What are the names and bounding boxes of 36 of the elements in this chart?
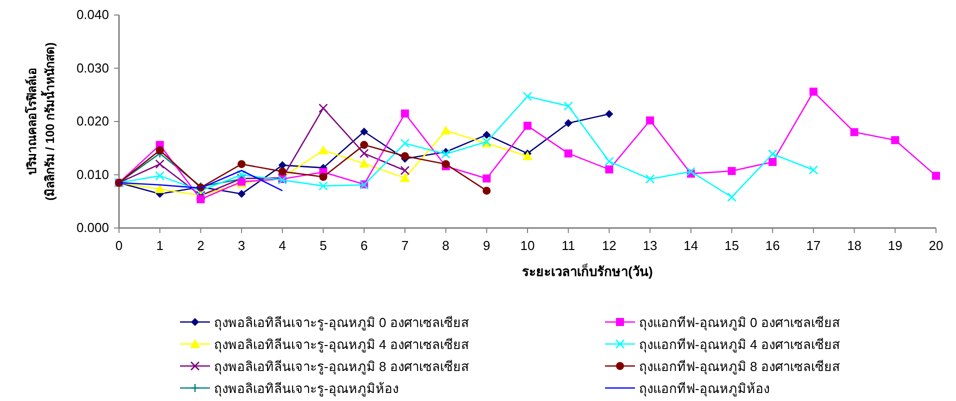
x-tick-label: 6 [360, 238, 368, 253]
x-tick-label: 5 [320, 238, 327, 253]
legend-label: ถุงพอลิเอทิลีนเจาะรู-อุณหภูมิ 0 องศาเซลเซียส [214, 315, 469, 331]
legend-label: ถุงพอลิเอทิลีนเจาะรู-อุณหภูมิ 4 องศาเซลเซียส [214, 337, 469, 353]
x-tick-label: 19 [888, 238, 902, 253]
y-axis-title: ปริมาณคลอโรฟิลล์เอ (มิลลิกรัม / 100 กรัมน้ำหนักสด) [24, 42, 57, 201]
x-tick-label: 17 [806, 238, 821, 253]
x-tick-label: 3 [238, 238, 246, 253]
legend-label: ถุงพอลิเอทิลีนเจาะรู-อุณหภูมิห้อง [214, 381, 398, 397]
x-tick-label: 11 [562, 238, 576, 253]
y-tick-label: 0.010 [76, 166, 109, 182]
x-tick-label: 9 [483, 238, 490, 253]
legend-label: ถุงแอกทีฟ-อุณหภูมิ 4 องศาเซลเซียส [639, 337, 840, 353]
legend-label: ถุงแอกทีฟ-อุณหภูมิห้อง [639, 381, 770, 397]
y-tick-label: 0.040 [76, 7, 109, 22]
x-tick-label: 10 [520, 238, 535, 253]
x-tick-label: 8 [442, 238, 450, 253]
x-tick-label: 16 [765, 238, 780, 253]
legend-label: ถุงแอกทีฟ-อุณหภูมิ 8 องศาเซลเซียส [639, 359, 840, 375]
x-tick-label: 14 [684, 238, 698, 253]
x-tick-label: 0 [115, 238, 123, 253]
x-tick-label: 2 [197, 238, 204, 253]
x-tick-label: 15 [724, 238, 739, 253]
y-tick-label: 0.020 [76, 114, 109, 128]
x-tick-label: 4 [278, 238, 286, 253]
x-tick-label: 1 [156, 238, 164, 253]
y-tick-label: 0.000 [76, 220, 109, 235]
legend-label: ถุงแอกทีฟ-อุณหภูมิ 0 องศาเซลเซียส [639, 315, 840, 331]
x-axis-title: ระยะเวลาเก็บรักษา(วัน) [522, 262, 653, 279]
legend-label: ถุงพอลิเอทิลีนเจาะรู-อุณหภูมิ 8 องศาเซลเซียส [214, 359, 469, 375]
x-tick-label: 20 [928, 238, 944, 253]
x-tick-label: 13 [642, 238, 658, 253]
x-tick-label: 12 [602, 238, 616, 253]
x-tick-label: 18 [847, 238, 862, 253]
y-tick-label: 0.030 [76, 60, 109, 76]
x-tick-label: 7 [401, 238, 409, 253]
